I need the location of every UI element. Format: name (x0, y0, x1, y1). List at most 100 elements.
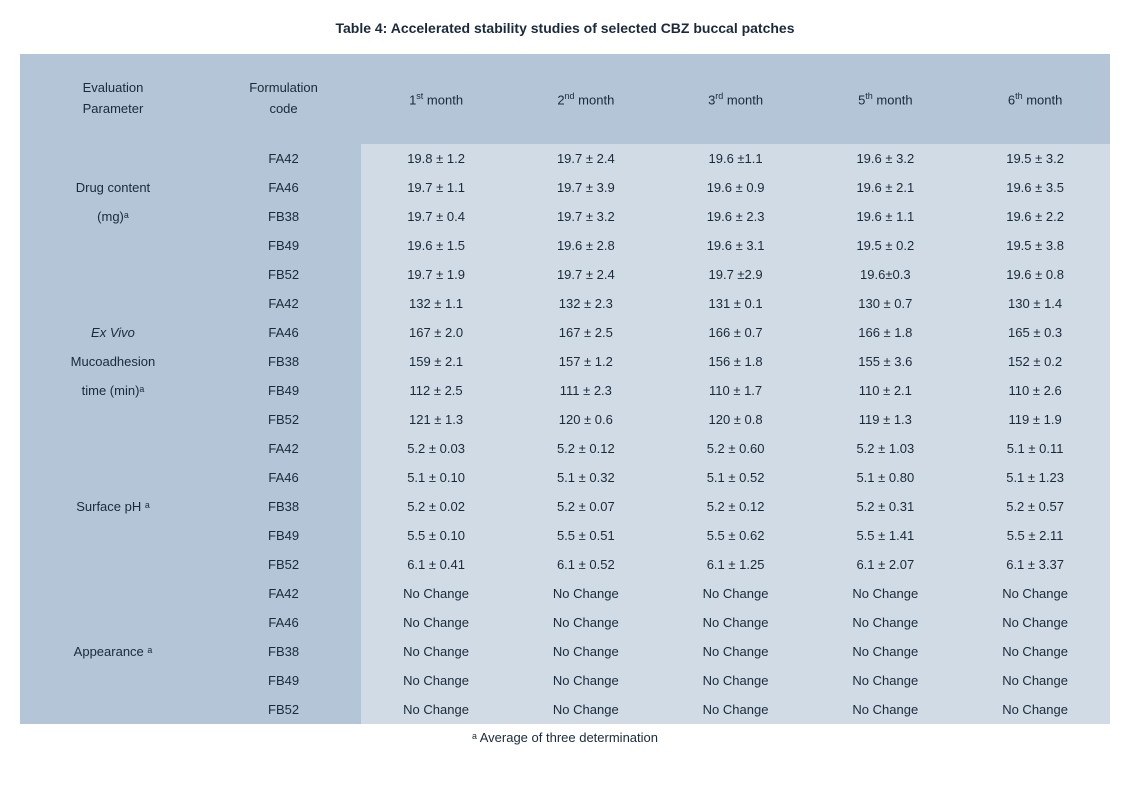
value-cell: 5.2 ± 0.31 (810, 492, 960, 521)
table-row: FB49No ChangeNo ChangeNo ChangeNo Change… (20, 666, 1110, 695)
value-cell: No Change (661, 666, 811, 695)
value-cell: 5.5 ± 2.11 (960, 521, 1110, 550)
value-cell: 5.1 ± 0.11 (960, 434, 1110, 463)
formulation-code: FB52 (206, 550, 361, 579)
formulation-code: FB49 (206, 666, 361, 695)
value-cell: 19.7 ±2.9 (661, 260, 811, 289)
value-cell: 6.1 ± 0.52 (511, 550, 661, 579)
value-cell: No Change (511, 608, 661, 637)
formulation-code: FB38 (206, 492, 361, 521)
value-cell: No Change (511, 637, 661, 666)
table-row: FA465.1 ± 0.105.1 ± 0.325.1 ± 0.525.1 ± … (20, 463, 1110, 492)
value-cell: 5.5 ± 0.51 (511, 521, 661, 550)
col-formulation-code: Formulation code (206, 54, 361, 144)
param-cell (20, 260, 206, 289)
table-row: FB4919.6 ± 1.519.6 ± 2.819.6 ± 3.119.5 ±… (20, 231, 1110, 260)
value-cell: 156 ± 1.8 (661, 347, 811, 376)
param-cell: Ex Vivo (20, 318, 206, 347)
value-cell: 19.6 ± 2.2 (960, 202, 1110, 231)
value-cell: 110 ± 1.7 (661, 376, 811, 405)
value-cell: 19.7 ± 2.4 (511, 144, 661, 173)
value-cell: 19.6 ± 3.1 (661, 231, 811, 260)
value-cell: 131 ± 0.1 (661, 289, 811, 318)
value-cell: 119 ± 1.9 (960, 405, 1110, 434)
value-cell: No Change (511, 579, 661, 608)
formulation-code: FA42 (206, 289, 361, 318)
value-cell: No Change (661, 637, 811, 666)
value-cell: 6.1 ± 2.07 (810, 550, 960, 579)
value-cell: No Change (810, 579, 960, 608)
col-month-2: 2nd month (511, 54, 661, 144)
table-row: FA425.2 ± 0.035.2 ± 0.125.2 ± 0.605.2 ± … (20, 434, 1110, 463)
col-month-1: 1st month (361, 54, 511, 144)
value-cell: 155 ± 3.6 (810, 347, 960, 376)
param-cell (20, 666, 206, 695)
value-cell: 19.6±0.3 (810, 260, 960, 289)
value-cell: 19.7 ± 0.4 (361, 202, 511, 231)
table-row: FA42132 ± 1.1132 ± 2.3131 ± 0.1130 ± 0.7… (20, 289, 1110, 318)
value-cell: 130 ± 0.7 (810, 289, 960, 318)
table-row: FB526.1 ± 0.416.1 ± 0.526.1 ± 1.256.1 ± … (20, 550, 1110, 579)
value-cell: 19.7 ± 3.9 (511, 173, 661, 202)
value-cell: 19.7 ± 1.9 (361, 260, 511, 289)
value-cell: 19.5 ± 3.8 (960, 231, 1110, 260)
table-title: Table 4: Accelerated stability studies o… (20, 20, 1110, 36)
table-footnote: ᵃ Average of three determination (20, 730, 1110, 745)
table-row: FB52No ChangeNo ChangeNo ChangeNo Change… (20, 695, 1110, 724)
formulation-code: FA46 (206, 318, 361, 347)
value-cell: 5.2 ± 0.03 (361, 434, 511, 463)
value-cell: 132 ± 1.1 (361, 289, 511, 318)
table-header-row: Evaluation Parameter Formulation code 1s… (20, 54, 1110, 144)
param-cell: Surface pH ᵃ (20, 492, 206, 521)
value-cell: 6.1 ± 1.25 (661, 550, 811, 579)
value-cell: 19.6 ± 0.9 (661, 173, 811, 202)
value-cell: 6.1 ± 3.37 (960, 550, 1110, 579)
value-cell: No Change (511, 695, 661, 724)
value-cell: 110 ± 2.1 (810, 376, 960, 405)
value-cell: 5.2 ± 0.12 (661, 492, 811, 521)
value-cell: No Change (810, 666, 960, 695)
value-cell: 19.6 ± 3.5 (960, 173, 1110, 202)
value-cell: 5.5 ± 1.41 (810, 521, 960, 550)
value-cell: 157 ± 1.2 (511, 347, 661, 376)
value-cell: 5.1 ± 0.10 (361, 463, 511, 492)
param-cell (20, 550, 206, 579)
table-row: FA46No ChangeNo ChangeNo ChangeNo Change… (20, 608, 1110, 637)
value-cell: No Change (661, 695, 811, 724)
param-cell (20, 521, 206, 550)
value-cell: No Change (810, 608, 960, 637)
value-cell: 6.1 ± 0.41 (361, 550, 511, 579)
value-cell: 5.1 ± 0.80 (810, 463, 960, 492)
value-cell: 120 ± 0.6 (511, 405, 661, 434)
value-cell: 5.1 ± 0.52 (661, 463, 811, 492)
formulation-code: FB52 (206, 695, 361, 724)
value-cell: No Change (361, 695, 511, 724)
value-cell: 5.1 ± 1.23 (960, 463, 1110, 492)
value-cell: No Change (960, 637, 1110, 666)
value-cell: 19.6 ± 1.5 (361, 231, 511, 260)
param-cell (20, 608, 206, 637)
param-cell (20, 144, 206, 173)
value-cell: 132 ± 2.3 (511, 289, 661, 318)
formulation-code: FA42 (206, 579, 361, 608)
formulation-code: FA42 (206, 434, 361, 463)
table-row: FB52121 ± 1.3120 ± 0.6120 ± 0.8119 ± 1.3… (20, 405, 1110, 434)
value-cell: 5.5 ± 0.10 (361, 521, 511, 550)
param-cell: time (min)ᵃ (20, 376, 206, 405)
formulation-code: FA46 (206, 608, 361, 637)
param-cell: Appearance ᵃ (20, 637, 206, 666)
value-cell: No Change (661, 579, 811, 608)
value-cell: 5.2 ± 0.07 (511, 492, 661, 521)
col-month-5: 5th month (810, 54, 960, 144)
value-cell: No Change (361, 637, 511, 666)
formulation-code: FB38 (206, 637, 361, 666)
param-cell (20, 579, 206, 608)
value-cell: 5.5 ± 0.62 (661, 521, 811, 550)
formulation-code: FB52 (206, 260, 361, 289)
col-month-3: 3rd month (661, 54, 811, 144)
value-cell: 19.6 ± 2.1 (810, 173, 960, 202)
table-row: Ex VivoFA46167 ± 2.0167 ± 2.5166 ± 0.716… (20, 318, 1110, 347)
value-cell: 152 ± 0.2 (960, 347, 1110, 376)
value-cell: 19.5 ± 3.2 (960, 144, 1110, 173)
table-row: FA42No ChangeNo ChangeNo ChangeNo Change… (20, 579, 1110, 608)
